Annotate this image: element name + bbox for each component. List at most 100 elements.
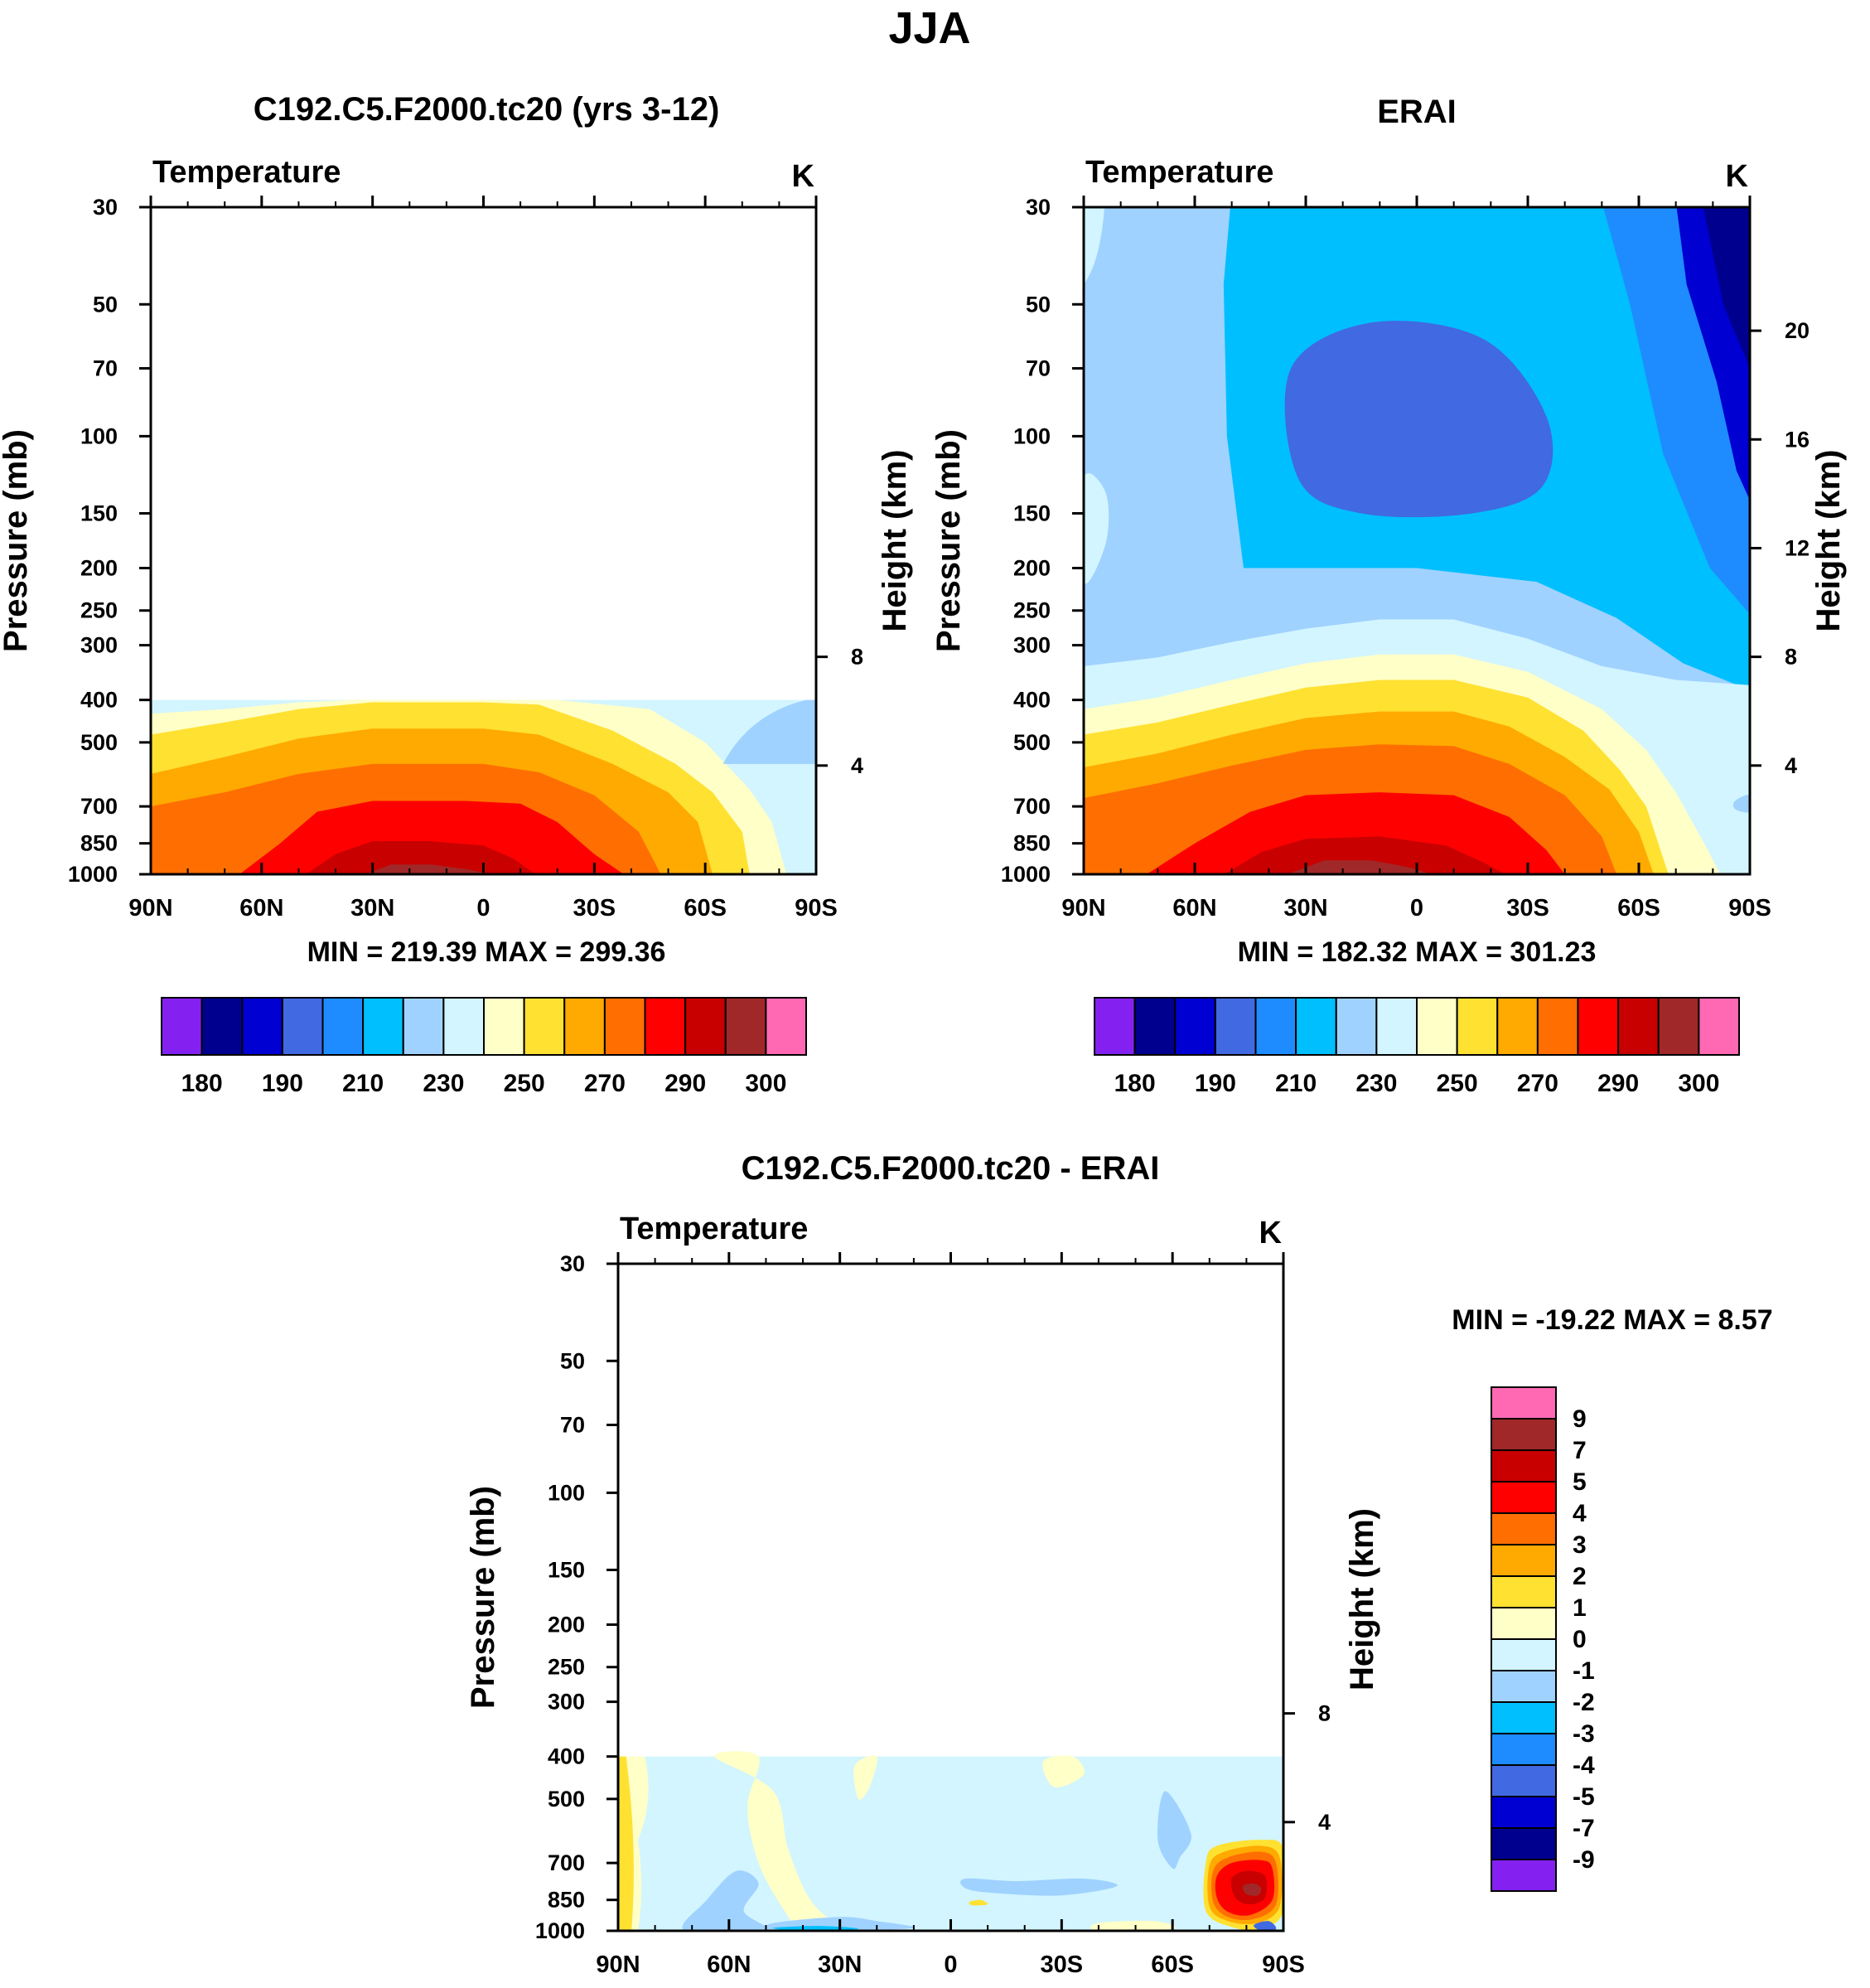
colorbar-box: [1577, 997, 1620, 1056]
x-tick-label: 90N: [128, 895, 172, 921]
colorbar-box: [281, 997, 324, 1056]
colorbar-box: [1491, 1827, 1557, 1860]
colorbar-box: [1094, 997, 1136, 1056]
colorbar: 180 190 210 230 250 270 290 300: [1094, 997, 1740, 1097]
units-label: K: [1259, 1216, 1283, 1250]
x-tick-label: 90S: [795, 895, 838, 921]
colorbar-label: 0: [1573, 1626, 1587, 1653]
y-tick-label: 150: [548, 1557, 585, 1582]
colorbar-box: [1491, 1512, 1557, 1545]
colorbar-box: [483, 997, 525, 1056]
y-tick-label: 250: [1013, 598, 1051, 623]
x-tick-label: 30S: [1041, 1952, 1084, 1978]
height-axis: 8 4 Height (km): [816, 450, 913, 778]
colorbar-box: [1214, 997, 1257, 1056]
colorbar-box: [724, 997, 767, 1056]
colorbar-box: [603, 997, 646, 1056]
colorbar-label: 5: [1573, 1468, 1587, 1496]
y-axis-label: Pressure (mb): [930, 429, 967, 652]
x-axis: 90N 60N 30N 0 30S 60S 90S: [596, 1252, 1305, 1978]
colorbar-label: -3: [1573, 1720, 1595, 1748]
x-tick-label: 30N: [350, 895, 394, 921]
colorbar-box: [563, 997, 606, 1056]
colorbar-label: 190: [1195, 1070, 1236, 1097]
colorbar-box: [1491, 1859, 1557, 1892]
contour-blob: [960, 1878, 1118, 1896]
y-tick-label: 50: [93, 292, 118, 317]
x-axis: 90N 60N 30N 0 30S 60S 90S: [1061, 196, 1771, 921]
panel-3: C192.C5.F2000.tc20 - ERAI Temperature K90N…: [465, 1150, 1773, 1978]
contour-blob: [1090, 1920, 1176, 1931]
panel-title: C192.C5.F2000.tc20 (yrs 3-12): [254, 91, 720, 128]
colorbar: 180 190 210 230 250 270 290 300: [161, 997, 807, 1097]
contour-layer: [151, 699, 816, 874]
x-tick-label: 90S: [1262, 1952, 1305, 1978]
colorbar-box: [1491, 1544, 1557, 1577]
y-tick-label: 70: [93, 356, 118, 381]
colorbar-box: [362, 997, 404, 1056]
colorbar-box: [1491, 1701, 1557, 1734]
contour-band: [1084, 792, 1750, 874]
colorbar-label: 210: [1275, 1070, 1317, 1097]
contour-layer: [618, 1751, 1283, 1931]
height-tick-label: 8: [851, 645, 863, 670]
colorbar-box: [1491, 1796, 1557, 1829]
colorbar-box: [1491, 1733, 1557, 1766]
variable-label: Temperature: [152, 155, 341, 190]
colorbar-box: [1295, 997, 1337, 1056]
panel-title: C192.C5.F2000.tc20 - ERAI: [742, 1150, 1160, 1187]
colorbar-box: [201, 997, 244, 1056]
x-tick-label: 90N: [1061, 895, 1105, 921]
y-tick-label: 250: [548, 1655, 585, 1680]
colorbar-box: [402, 997, 445, 1056]
y-axis-label: Pressure (mb): [0, 429, 34, 652]
colorbar-label: 3: [1573, 1531, 1587, 1559]
height-tick-label: 16: [1785, 427, 1810, 452]
contour-band: [151, 801, 816, 874]
x-tick-label: 90S: [1728, 895, 1771, 921]
x-tick-label: 60N: [1172, 895, 1216, 921]
colorbar-box: [1617, 997, 1660, 1056]
colorbar-label: 270: [1517, 1070, 1558, 1097]
colorbar-label: 250: [504, 1070, 545, 1097]
colorbar-box: [1491, 1764, 1557, 1797]
height-tick-label: 8: [1785, 645, 1797, 670]
x-tick-label: 60S: [684, 895, 727, 921]
variable-label: Temperature: [620, 1212, 808, 1246]
x-tick-label: 0: [476, 895, 490, 921]
contour-blob: [1254, 1921, 1277, 1931]
y-tick-label: 700: [1013, 794, 1051, 819]
contour-blob: [713, 1751, 840, 1931]
colorbar-label: -2: [1573, 1689, 1595, 1716]
y-tick-label: 850: [1013, 831, 1051, 856]
units-label: K: [792, 159, 815, 194]
colorbar-box: [1698, 997, 1740, 1056]
contour-band: [722, 699, 816, 764]
contour-band: [1084, 207, 1104, 285]
contour-layer: [1084, 207, 1750, 874]
colorbar-box: [1174, 997, 1216, 1056]
y-tick-label: 250: [80, 598, 118, 623]
colorbar-box: [765, 997, 807, 1056]
x-tick-label: 30N: [1283, 895, 1327, 921]
variable-label: Temperature: [1085, 155, 1273, 190]
colorbar-box: [1491, 1638, 1557, 1671]
contour-band: [618, 1756, 634, 1931]
y-tick-label: 70: [1026, 356, 1051, 381]
y-tick-label: 100: [80, 423, 118, 448]
height-tick-label: 4: [1318, 1810, 1331, 1835]
x-tick-label: 60N: [707, 1952, 751, 1978]
y-tick-label: 300: [1013, 633, 1051, 658]
colorbar-label: 290: [1597, 1070, 1639, 1097]
colorbar-label: 210: [342, 1070, 384, 1097]
contour-blob: [1042, 1755, 1085, 1788]
colorbar-box: [1491, 1449, 1557, 1483]
y-tick-label: 1000: [1001, 862, 1051, 887]
colorbar-label: 230: [1355, 1070, 1397, 1097]
y-tick-label: 200: [80, 556, 118, 581]
y-tick-label: 500: [80, 730, 118, 755]
height-axis-label: Height (km): [1344, 1508, 1380, 1691]
y-axis: 30 50 70 100 150 200 250 300 400 500 700 850 1000 Pre…: [930, 195, 1084, 887]
colorbar-label: -9: [1573, 1846, 1595, 1874]
